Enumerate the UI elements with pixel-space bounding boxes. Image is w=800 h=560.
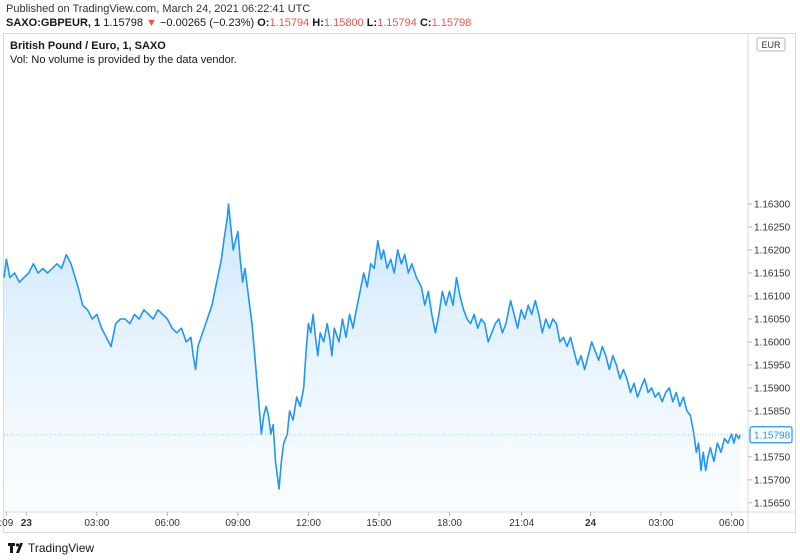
chart-title: British Pound / Euro, 1, SAXO xyxy=(10,40,166,52)
y-tick-label: 1.16200 xyxy=(754,246,791,257)
x-tick-label: 24 xyxy=(585,518,597,529)
footer-logo[interactable]: TradingView xyxy=(8,540,94,556)
footer-brand: TradingView xyxy=(28,541,95,555)
x-tick-label: 03:00 xyxy=(84,518,109,529)
currency-badge: EUR xyxy=(761,40,781,50)
y-tick-label: 1.16300 xyxy=(754,200,791,211)
symbol-quote-line: SAXO:GBPEUR, 1 1.15798 ▼ −0.00265 (−0.23… xyxy=(6,17,471,29)
x-tick-label: 06:00 xyxy=(719,518,744,529)
low-value: 1.15794 xyxy=(377,17,417,29)
volume-note: Vol: No volume is provided by the data v… xyxy=(10,54,237,66)
low-label: L: xyxy=(366,17,378,29)
y-tick-label: 1.15650 xyxy=(754,498,791,509)
y-tick-label: 1.16250 xyxy=(754,223,791,234)
current-price-tag-box xyxy=(749,426,793,444)
last-price: 1.15798 xyxy=(103,17,143,29)
x-tick-label: 12:00 xyxy=(296,518,321,529)
y-tick-label: 1.15850 xyxy=(754,406,791,417)
x-tick-label: 21:04 xyxy=(509,518,534,529)
x-tick-label: 03:00 xyxy=(649,518,674,529)
price-line xyxy=(3,203,741,490)
y-tick-label: 1.15900 xyxy=(754,383,791,394)
published-note: Published on TradingView.com, March 24, … xyxy=(6,3,311,15)
y-tick-label: 1.15700 xyxy=(754,475,791,486)
tradingview-logo-icon xyxy=(8,543,23,553)
y-tick-label: 1.15750 xyxy=(754,452,791,463)
y-tick-label: 1.16000 xyxy=(754,337,791,348)
x-tick-label: 09:00 xyxy=(225,518,250,529)
x-tick-label: 23 xyxy=(21,518,33,529)
x-tick-label: 06:00 xyxy=(155,518,180,529)
high-value: 1.15800 xyxy=(323,17,364,29)
x-tick-label: 18:00 xyxy=(437,518,462,529)
close-value: 1.15798 xyxy=(431,17,472,29)
open-label: O: xyxy=(257,17,270,29)
change-arrow-icon: ▼ xyxy=(146,17,157,29)
symbol-label: SAXO:GBPEUR, 1 xyxy=(6,17,101,29)
y-tick-label: 1.16100 xyxy=(754,291,791,302)
price-change: −0.00265 (−0.23%) xyxy=(159,17,255,29)
high-label: H: xyxy=(312,17,324,29)
x-tick-label: :09 xyxy=(0,518,14,529)
x-tick-label: 15:00 xyxy=(366,518,391,529)
y-tick-label: 1.15950 xyxy=(754,360,791,371)
current-price-tag: 1.15798 xyxy=(749,426,793,444)
current-price-tag-label: 1.15798 xyxy=(754,430,791,441)
currency-badge-box xyxy=(756,37,786,52)
y-tick-label: 1.16050 xyxy=(754,314,791,325)
close-label: C: xyxy=(419,17,432,29)
price-area-fill xyxy=(4,204,741,512)
y-tick-label: 1.16150 xyxy=(754,269,791,280)
open-value: 1.15794 xyxy=(269,17,310,29)
